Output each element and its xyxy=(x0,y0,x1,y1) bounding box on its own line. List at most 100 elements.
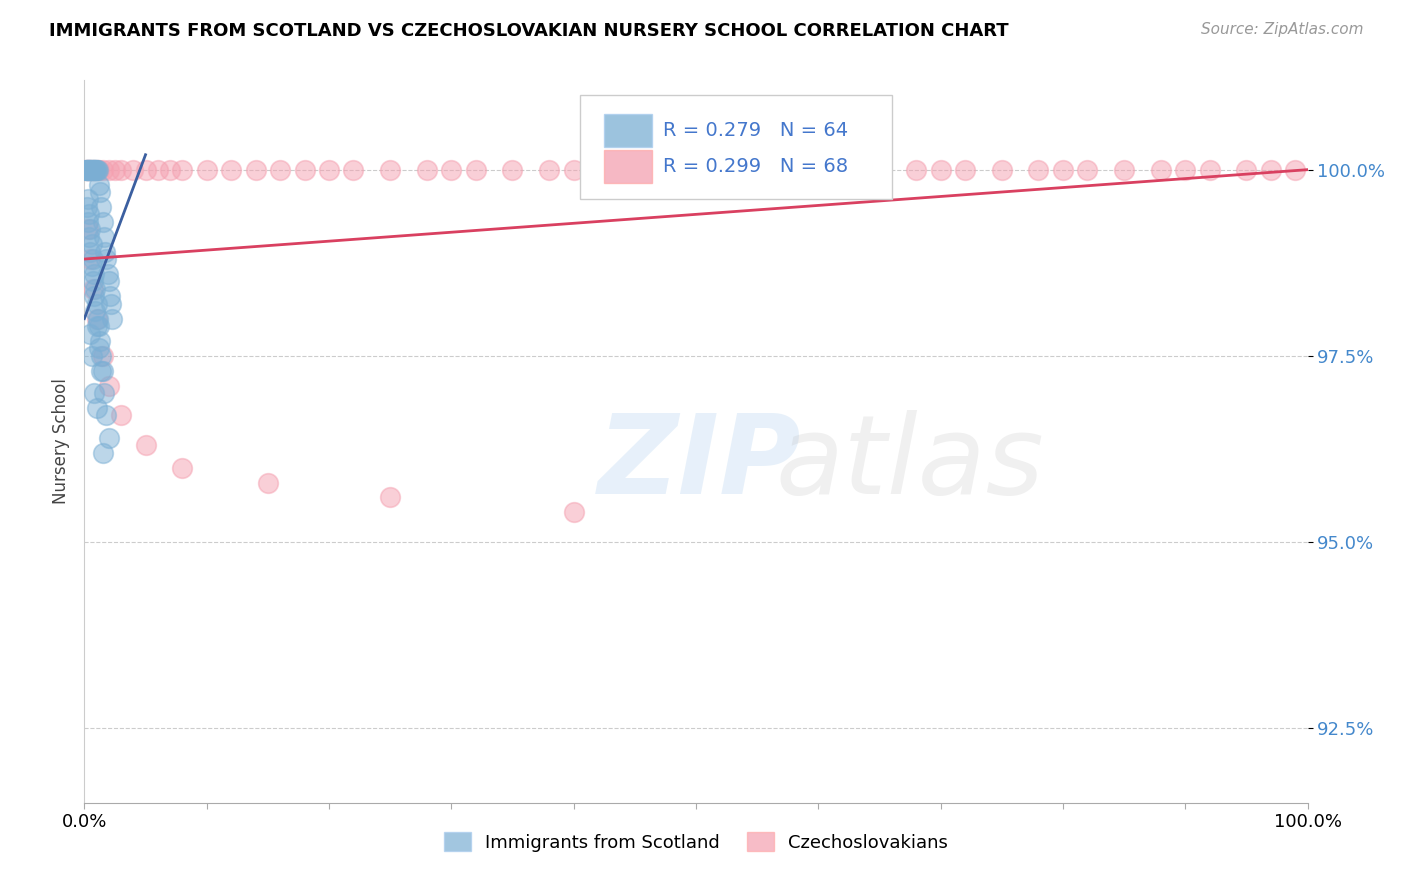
Point xyxy=(831,162,853,177)
Point xyxy=(87,178,110,192)
Point xyxy=(1150,162,1173,177)
Point xyxy=(79,252,101,266)
Point xyxy=(82,162,104,177)
Point xyxy=(1236,162,1258,177)
Point xyxy=(502,162,524,177)
Point xyxy=(77,193,100,207)
Point xyxy=(416,162,439,177)
Point xyxy=(79,326,101,341)
Point xyxy=(83,162,105,177)
Point xyxy=(77,162,100,177)
Point xyxy=(97,431,120,445)
Point xyxy=(80,349,103,363)
Point xyxy=(83,162,105,177)
Point xyxy=(90,364,112,378)
Point xyxy=(172,162,194,177)
Point xyxy=(245,162,267,177)
Point xyxy=(91,446,114,460)
Point xyxy=(135,438,157,452)
Point xyxy=(86,311,108,326)
Point xyxy=(219,162,242,177)
Point xyxy=(110,409,132,423)
Point xyxy=(562,505,585,519)
Point xyxy=(80,260,103,274)
Point xyxy=(77,222,100,236)
Text: atlas: atlas xyxy=(776,409,1045,516)
Point xyxy=(87,319,110,334)
Point xyxy=(89,185,111,199)
Point xyxy=(91,215,114,229)
Point xyxy=(91,162,114,177)
Text: IMMIGRANTS FROM SCOTLAND VS CZECHOSLOVAKIAN NURSERY SCHOOL CORRELATION CHART: IMMIGRANTS FROM SCOTLAND VS CZECHOSLOVAK… xyxy=(49,22,1010,40)
Point xyxy=(86,401,108,415)
Point xyxy=(380,162,402,177)
Point xyxy=(98,289,121,303)
Text: R = 0.299   N = 68: R = 0.299 N = 68 xyxy=(664,157,848,176)
Point xyxy=(77,229,100,244)
Point xyxy=(76,162,98,177)
Point xyxy=(685,162,707,177)
Point xyxy=(100,297,122,311)
Point xyxy=(80,162,103,177)
Point xyxy=(110,162,132,177)
Point xyxy=(96,252,118,266)
Point xyxy=(991,162,1014,177)
Point xyxy=(624,162,647,177)
Point xyxy=(82,252,104,266)
Point xyxy=(83,267,105,281)
Point xyxy=(77,215,100,229)
Point xyxy=(87,162,110,177)
Point xyxy=(294,162,316,177)
Point xyxy=(101,311,124,326)
Point xyxy=(538,162,561,177)
Point xyxy=(77,162,100,177)
Point xyxy=(96,409,118,423)
Point xyxy=(661,162,683,177)
Point xyxy=(159,162,181,177)
Point xyxy=(93,229,115,244)
Point xyxy=(82,162,104,177)
Point xyxy=(83,289,105,303)
Point xyxy=(1076,162,1098,177)
Point xyxy=(86,297,108,311)
Point xyxy=(1284,162,1306,177)
Point xyxy=(1052,162,1074,177)
Point xyxy=(87,311,110,326)
Point xyxy=(747,162,769,177)
Point xyxy=(905,162,928,177)
Point xyxy=(440,162,463,177)
Point xyxy=(97,378,120,392)
Point xyxy=(97,162,120,177)
Point xyxy=(87,162,110,177)
Point xyxy=(195,162,218,177)
Point xyxy=(91,349,114,363)
Point xyxy=(94,244,117,259)
Point xyxy=(82,282,104,296)
Point xyxy=(76,162,98,177)
Point xyxy=(84,304,107,318)
Point xyxy=(562,162,585,177)
Point xyxy=(90,200,112,214)
Point xyxy=(75,162,97,177)
Point xyxy=(86,162,108,177)
Point xyxy=(76,162,98,177)
Point xyxy=(91,364,114,378)
Text: R = 0.279   N = 64: R = 0.279 N = 64 xyxy=(664,120,848,140)
Point xyxy=(709,162,731,177)
Point xyxy=(75,162,97,177)
Point xyxy=(122,162,145,177)
Point xyxy=(1260,162,1282,177)
Point xyxy=(464,162,486,177)
Point xyxy=(86,162,108,177)
Point xyxy=(79,162,101,177)
Point xyxy=(783,162,806,177)
Point xyxy=(97,267,120,281)
Legend: Immigrants from Scotland, Czechoslovakians: Immigrants from Scotland, Czechoslovakia… xyxy=(436,825,956,859)
Point xyxy=(135,162,157,177)
Point xyxy=(97,274,120,288)
Point xyxy=(104,162,127,177)
Point xyxy=(80,237,103,252)
Point xyxy=(80,162,103,177)
Point xyxy=(380,491,402,505)
Point xyxy=(953,162,976,177)
